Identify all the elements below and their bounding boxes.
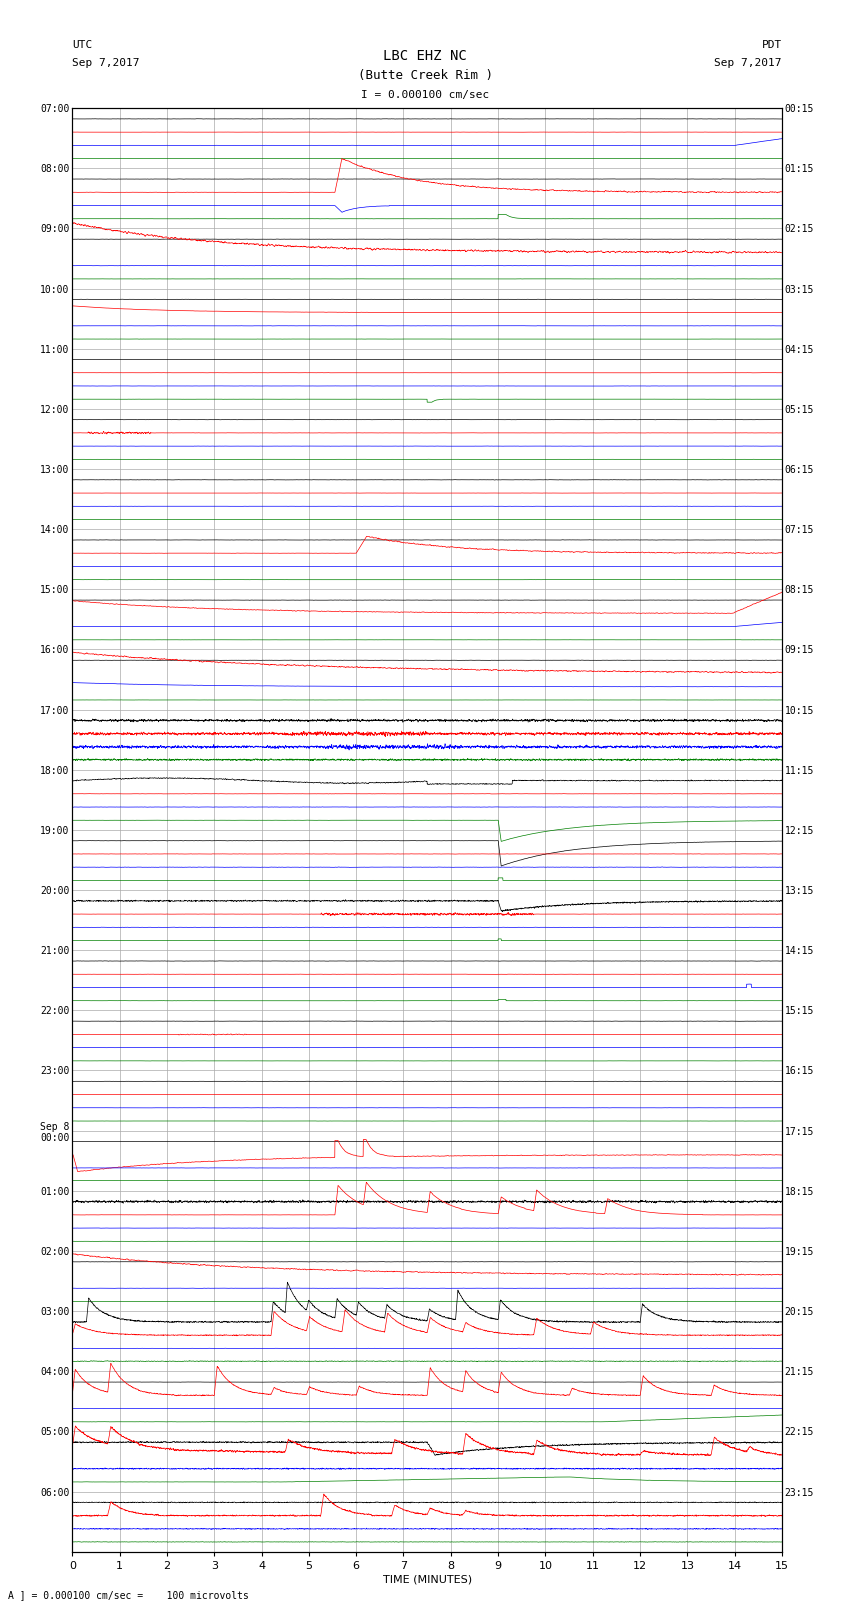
Text: UTC: UTC [72, 40, 93, 50]
Text: LBC EHZ NC: LBC EHZ NC [383, 48, 467, 63]
Text: Sep 7,2017: Sep 7,2017 [715, 58, 782, 68]
Text: Sep 7,2017: Sep 7,2017 [72, 58, 139, 68]
Text: I = 0.000100 cm/sec: I = 0.000100 cm/sec [361, 90, 489, 100]
Text: (Butte Creek Rim ): (Butte Creek Rim ) [358, 69, 492, 82]
X-axis label: TIME (MINUTES): TIME (MINUTES) [382, 1574, 472, 1586]
Text: PDT: PDT [762, 40, 782, 50]
Text: A ] = 0.000100 cm/sec =    100 microvolts: A ] = 0.000100 cm/sec = 100 microvolts [8, 1590, 249, 1600]
